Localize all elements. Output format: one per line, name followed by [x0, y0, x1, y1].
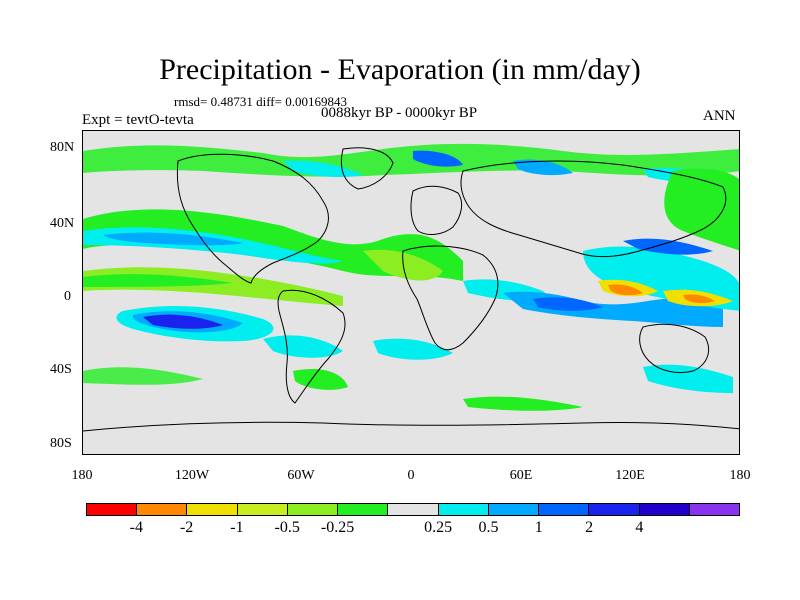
lon-label: 180	[71, 468, 93, 483]
anomaly-field	[83, 143, 739, 411]
stats-text: rmsd= 0.48731 diff= 0.00169843	[174, 94, 347, 109]
lon-label: 120E	[615, 468, 645, 483]
lat-label: 80N	[50, 140, 75, 155]
lat-label: 0	[64, 289, 71, 304]
colorbar-label: -2	[179, 519, 194, 536]
colorbar-label: 0.5	[478, 519, 499, 536]
colorbar-box	[388, 504, 439, 515]
precip-evap-map	[83, 143, 739, 432]
lat-label: 40N	[50, 216, 75, 231]
colorbar-label: -1	[230, 519, 244, 536]
colorbar-box	[287, 504, 339, 515]
lat-label: 40S	[50, 362, 72, 377]
lon-label: 180	[729, 468, 751, 483]
experiment-label: Expt = tevtO-tevta	[82, 112, 194, 128]
colorbar-label: 1	[534, 519, 543, 536]
season-label: ANN	[703, 108, 736, 124]
map-panel	[82, 130, 740, 455]
colorbar-box	[689, 504, 740, 515]
colorbar-box	[438, 504, 489, 515]
colorbar-box	[639, 504, 690, 515]
colorbar-label: -0.25	[320, 519, 355, 536]
coastlines	[83, 147, 739, 432]
colorbar-label: -4	[129, 519, 143, 536]
colorbar	[86, 503, 740, 516]
chart-title: Precipitation - Evaporation (in mm/day)	[159, 53, 641, 86]
colorbar-box	[539, 504, 590, 515]
colorbar-label: 2	[585, 519, 594, 536]
lon-label: 60W	[287, 468, 315, 483]
colorbar-box	[338, 504, 389, 515]
lon-label: 0	[407, 468, 415, 483]
period-text: 0088kyr BP - 0000kyr BP	[321, 105, 478, 121]
lat-label: 80S	[50, 436, 72, 451]
colorbar-box	[87, 504, 138, 515]
lon-label: 120W	[174, 468, 210, 483]
colorbar-label: -0.5	[274, 519, 300, 536]
colorbar-box	[488, 504, 540, 515]
colorbar-label: 4	[635, 519, 644, 536]
colorbar-box	[187, 504, 238, 515]
colorbar-label: 0.25	[424, 519, 453, 536]
lon-label: 60E	[509, 468, 533, 483]
colorbar-box	[589, 504, 640, 515]
colorbar-box	[237, 504, 288, 515]
colorbar-box	[137, 504, 188, 515]
